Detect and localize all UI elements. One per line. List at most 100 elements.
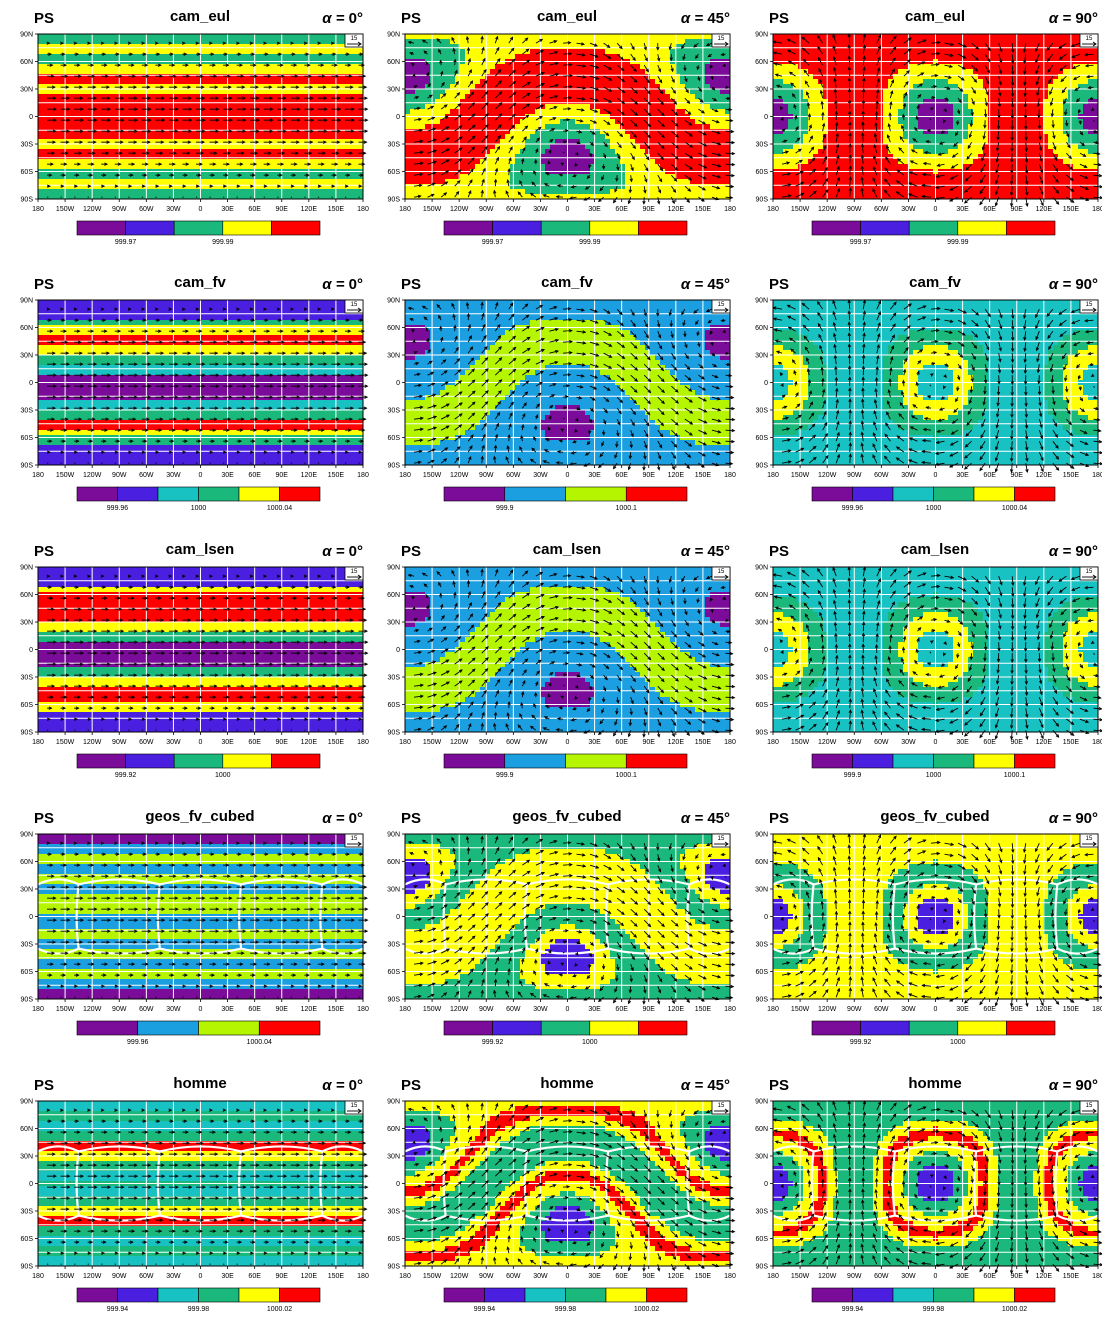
y-tick-label: 30S bbox=[388, 408, 401, 415]
x-tick-label: 180 bbox=[767, 472, 779, 479]
colorbar-label: 1000.1 bbox=[616, 505, 638, 512]
x-tick-label: 90W bbox=[479, 206, 494, 213]
model-title: cam_fv bbox=[174, 274, 226, 291]
colorbar-label: 999.97 bbox=[850, 239, 872, 246]
x-tick-label: 60E bbox=[983, 206, 996, 213]
x-tick-label: 150W bbox=[56, 472, 75, 479]
y-tick-label: 90S bbox=[21, 463, 34, 470]
colorbar-label: 1000 bbox=[191, 505, 207, 512]
alpha-title: α = 45° bbox=[681, 10, 730, 27]
colorbar-segment bbox=[893, 487, 934, 501]
x-tick-label: 60E bbox=[983, 472, 996, 479]
x-tick-label: 180 bbox=[399, 472, 411, 479]
y-tick-label: 60N bbox=[755, 59, 768, 66]
model-title: cam_eul bbox=[905, 8, 965, 25]
colorbar-segment bbox=[853, 487, 894, 501]
colorbar-label: 999.96 bbox=[107, 505, 129, 512]
x-tick-label: 120W bbox=[818, 206, 837, 213]
y-tick-label: 90N bbox=[755, 32, 768, 39]
alpha-title: α = 45° bbox=[681, 276, 730, 293]
x-tick-label: 150E bbox=[695, 206, 712, 213]
y-tick-label: 30S bbox=[388, 142, 401, 149]
x-tick-label: 30E bbox=[956, 472, 969, 479]
y-tick-label: 30S bbox=[756, 142, 769, 149]
y-tick-label: 60N bbox=[387, 325, 400, 332]
x-tick-label: 150E bbox=[328, 206, 345, 213]
colorbar-label: 999.99 bbox=[212, 239, 234, 246]
x-tick-label: 120W bbox=[450, 206, 469, 213]
x-tick-label: 180 bbox=[767, 206, 779, 213]
variable-label: PS bbox=[34, 543, 54, 560]
x-tick-label: 150W bbox=[791, 206, 810, 213]
colorbar-segment bbox=[1006, 221, 1055, 235]
y-tick-label: 0 bbox=[29, 114, 33, 121]
y-tick-label: 90N bbox=[20, 32, 33, 39]
x-tick-label: 30E bbox=[588, 472, 601, 479]
y-tick-label: 90S bbox=[21, 197, 34, 204]
y-tick-label: 60S bbox=[756, 169, 769, 176]
variable-label: PS bbox=[34, 276, 54, 293]
model-title: cam_eul bbox=[170, 8, 230, 25]
colorbar-label: 999.97 bbox=[482, 239, 504, 246]
y-tick-label: 90S bbox=[388, 197, 401, 204]
colorbar-segment bbox=[958, 221, 1007, 235]
x-tick-label: 30W bbox=[533, 472, 548, 479]
x-tick-label: 60W bbox=[139, 472, 154, 479]
x-tick-label: 60W bbox=[506, 206, 521, 213]
x-tick-label: 30E bbox=[221, 206, 234, 213]
model-title: cam_lsen bbox=[166, 541, 234, 558]
x-tick-label: 120E bbox=[301, 206, 318, 213]
y-tick-label: 60S bbox=[756, 435, 769, 442]
x-tick-label: 30W bbox=[533, 206, 548, 213]
x-tick-label: 0 bbox=[934, 472, 938, 479]
colorbar-label: 999.99 bbox=[579, 239, 601, 246]
x-tick-label: 60W bbox=[506, 472, 521, 479]
y-tick-label: 30N bbox=[20, 353, 33, 360]
y-tick-label: 30N bbox=[387, 87, 400, 94]
x-tick-label: 90W bbox=[112, 206, 127, 213]
y-tick-label: 30N bbox=[755, 353, 768, 360]
y-tick-label: 60S bbox=[388, 435, 401, 442]
y-tick-label: 60N bbox=[387, 59, 400, 66]
colorbar-segment bbox=[590, 221, 639, 235]
y-tick-label: 60S bbox=[388, 169, 401, 176]
y-tick-label: 90N bbox=[755, 298, 768, 305]
x-tick-label: 120E bbox=[301, 472, 318, 479]
reference-vector-label: 15 bbox=[718, 302, 725, 308]
colorbar-label: 999.9 bbox=[496, 505, 514, 512]
colorbar-label: 999.96 bbox=[842, 505, 864, 512]
variable-label: PS bbox=[34, 10, 54, 27]
colorbar-segment bbox=[239, 487, 280, 501]
x-tick-label: 60E bbox=[248, 472, 261, 479]
x-tick-label: 30W bbox=[901, 206, 916, 213]
x-tick-label: 180 bbox=[399, 206, 411, 213]
x-tick-label: 120E bbox=[668, 206, 685, 213]
x-tick-label: 90W bbox=[847, 472, 862, 479]
y-tick-label: 30S bbox=[21, 408, 34, 415]
x-tick-label: 90E bbox=[276, 206, 289, 213]
colorbar: 999.97 999.99 bbox=[444, 221, 687, 246]
x-tick-label: 60E bbox=[615, 472, 628, 479]
y-tick-label: 60N bbox=[20, 325, 33, 332]
x-tick-label: 150E bbox=[695, 472, 712, 479]
x-tick-label: 90E bbox=[1011, 206, 1024, 213]
x-tick-label: 180 bbox=[1092, 206, 1102, 213]
x-tick-label: 150E bbox=[328, 472, 345, 479]
x-tick-label: 150W bbox=[791, 472, 810, 479]
y-tick-label: 90N bbox=[20, 298, 33, 305]
x-tick-label: 150E bbox=[1063, 472, 1080, 479]
colorbar-segment bbox=[199, 487, 240, 501]
x-tick-label: 60E bbox=[248, 206, 261, 213]
y-tick-label: 30S bbox=[756, 408, 769, 415]
model-title: cam_eul bbox=[537, 8, 597, 25]
x-tick-label: 180 bbox=[32, 472, 44, 479]
